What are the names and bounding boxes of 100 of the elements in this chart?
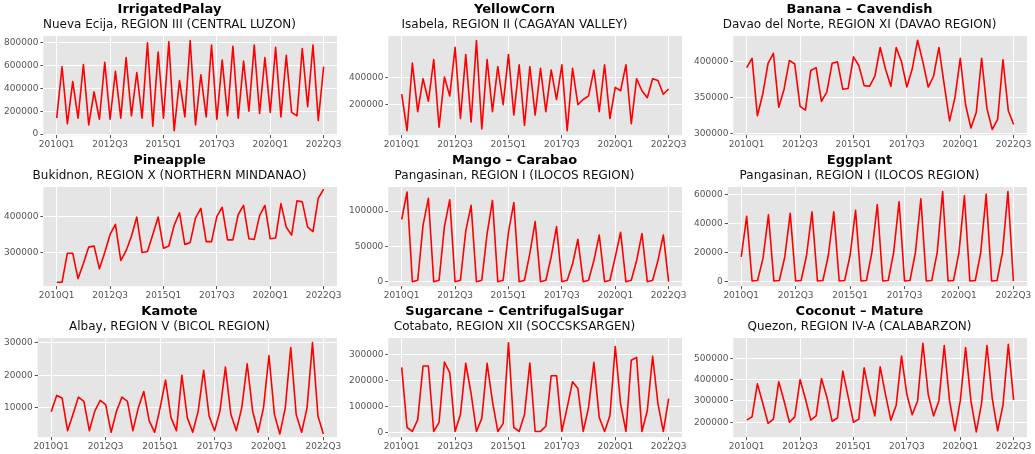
y-tick-label: 20000 — [3, 369, 33, 380]
x-tick-label: 2010Q1 — [383, 440, 420, 451]
x-tick-label: 2010Q1 — [383, 289, 420, 300]
y-tick-label: 10000 — [3, 402, 33, 413]
x-tick-label: 2012Q3 — [92, 289, 128, 300]
y-tick-label: 400000 — [4, 210, 39, 221]
x-tick-label: 2020Q1 — [941, 289, 977, 300]
chart-subtitle: Pangasinan, REGION I (ILOCOS REGION) — [394, 167, 635, 182]
y-tick-label: 60000 — [693, 188, 723, 199]
y-tick-label: 50000 — [354, 240, 384, 251]
chart-subtitle: Davao del Norte, REGION XI (DAVAO REGION) — [722, 16, 997, 31]
x-tick-label: 2015Q1 — [490, 289, 527, 300]
x-tick-label: 2017Q3 — [199, 138, 235, 149]
x-tick-label: 2010Q1 — [383, 138, 420, 149]
x-tick-label: 2010Q1 — [33, 440, 70, 451]
y-tick-label: 800000 — [4, 37, 39, 48]
x-tick-label: 2010Q1 — [728, 440, 765, 451]
y-tick-label: 40000 — [693, 217, 723, 228]
y-tick-label: 400000 — [694, 56, 729, 67]
x-tick-label: 2020Q1 — [252, 138, 289, 149]
x-tick-label: 2017Q3 — [889, 440, 925, 451]
chart-subtitle: Albay, REGION V (BICOL REGION) — [69, 318, 270, 333]
x-tick-label: 2015Q1 — [490, 138, 527, 149]
chart-title: IrrigatedPalay — [117, 1, 222, 17]
y-tick-label: 100000 — [349, 205, 384, 216]
x-tick-label: 2015Q1 — [145, 289, 182, 300]
chart-title: Eggplant — [826, 152, 893, 168]
x-tick-label: 2010Q1 — [723, 289, 760, 300]
y-tick-label: 350000 — [694, 92, 729, 103]
y-tick-label: 300000 — [4, 246, 39, 257]
chart-subtitle: Pangasinan, REGION I (ILOCOS REGION) — [739, 167, 980, 182]
x-tick-label: 2022Q3 — [305, 289, 342, 300]
x-tick-label: 2012Q3 — [92, 138, 128, 149]
y-tick-label: 0 — [716, 276, 723, 287]
y-tick-label: 200000 — [694, 416, 729, 427]
y-tick-label: 200000 — [4, 105, 39, 116]
x-tick-label: 2015Q1 — [490, 440, 527, 451]
x-tick-label: 2017Q3 — [196, 440, 233, 451]
chart-subtitle: Quezon, REGION IV-A (CALABARZON) — [747, 318, 972, 333]
x-tick-label: 2017Q3 — [199, 289, 235, 300]
y-tick-label: 300000 — [349, 348, 384, 359]
y-tick-label: 0 — [377, 276, 384, 287]
chart-title: Pineapple — [133, 152, 207, 168]
x-tick-label: 2012Q3 — [437, 440, 473, 451]
chart-title: YellowCorn — [472, 1, 556, 17]
y-tick-label: 0 — [377, 427, 384, 438]
x-tick-label: 2010Q1 — [728, 138, 765, 149]
x-tick-label: 2020Q1 — [942, 138, 979, 149]
x-tick-label: 2015Q1 — [142, 440, 178, 451]
x-tick-label: 2022Q3 — [995, 138, 1032, 149]
x-tick-label: 2022Q3 — [650, 138, 687, 149]
chart-subtitle: Bukidnon, REGION X (NORTHERN MINDANAO) — [32, 167, 307, 182]
chart-subtitle: Cotabato, REGION XII (SOCCSKSARGEN) — [393, 318, 636, 333]
y-tick-label: 30000 — [3, 336, 33, 347]
y-tick-label: 300000 — [694, 395, 729, 406]
chart-title: Kamote — [141, 303, 198, 319]
y-tick-label: 200000 — [349, 98, 384, 109]
x-tick-label: 2010Q1 — [38, 138, 75, 149]
x-tick-label: 2022Q3 — [995, 289, 1032, 300]
chart-subtitle: Nueva Ecija, REGION III (CENTRAL LUZON) — [43, 16, 296, 31]
x-tick-label: 2012Q3 — [87, 440, 124, 451]
x-tick-label: 2015Q1 — [145, 138, 182, 149]
x-tick-label: 2022Q3 — [305, 138, 342, 149]
x-tick-label: 2017Q3 — [544, 289, 580, 300]
y-tick-label: 100000 — [349, 400, 384, 411]
x-tick-label: 2010Q1 — [38, 289, 75, 300]
x-tick-label: 2020Q1 — [597, 289, 634, 300]
x-tick-label: 2012Q3 — [437, 138, 473, 149]
chart-title: Sugarcane – CentrifugalSugar — [405, 303, 625, 319]
x-tick-label: 2017Q3 — [889, 138, 925, 149]
x-tick-label: 2017Q3 — [886, 289, 923, 300]
x-tick-label: 2022Q3 — [650, 440, 687, 451]
x-tick-label: 2022Q3 — [305, 440, 342, 451]
x-tick-label: 2022Q3 — [995, 440, 1032, 451]
y-tick-label: 300000 — [694, 128, 729, 139]
chart-title: Mango – Carabao — [451, 152, 578, 168]
y-tick-label: 0 — [32, 128, 39, 139]
x-tick-label: 2015Q1 — [835, 440, 872, 451]
chart-title: Coconut – Mature — [795, 303, 924, 319]
x-tick-label: 2012Q3 — [782, 138, 818, 149]
y-tick-label: 400000 — [694, 373, 729, 384]
x-tick-label: 2020Q1 — [251, 440, 287, 451]
y-tick-label: 20000 — [693, 246, 723, 257]
y-tick-label: 200000 — [349, 374, 384, 385]
x-tick-label: 2012Q3 — [782, 440, 818, 451]
x-tick-label: 2017Q3 — [544, 138, 580, 149]
x-tick-label: 2020Q1 — [597, 440, 634, 451]
y-tick-label: 400000 — [4, 82, 39, 93]
x-tick-label: 2022Q3 — [650, 289, 687, 300]
y-tick-label: 600000 — [4, 59, 39, 70]
x-tick-label: 2020Q1 — [252, 289, 289, 300]
chart-subtitle: Isabela, REGION II (CAGAYAN VALLEY) — [401, 16, 628, 31]
x-tick-label: 2020Q1 — [597, 138, 634, 149]
x-tick-label: 2012Q3 — [777, 289, 814, 300]
y-tick-label: 500000 — [694, 352, 729, 363]
x-tick-label: 2020Q1 — [942, 440, 979, 451]
x-tick-label: 2017Q3 — [544, 440, 580, 451]
x-tick-label: 2015Q1 — [832, 289, 868, 300]
chart-title: Banana – Cavendish — [786, 1, 933, 17]
x-tick-label: 2012Q3 — [437, 289, 473, 300]
